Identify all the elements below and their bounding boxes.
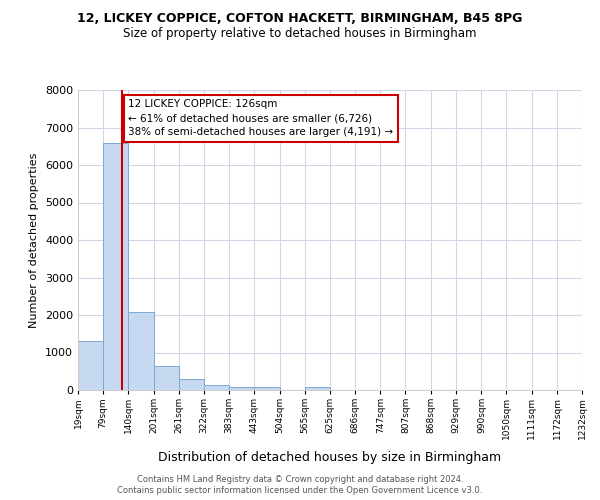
Text: Distribution of detached houses by size in Birmingham: Distribution of detached houses by size … — [158, 451, 502, 464]
Bar — [128, 312, 154, 390]
Bar — [78, 340, 103, 390]
Text: 12 LICKEY COPPICE: 126sqm
← 61% of detached houses are smaller (6,726)
38% of se: 12 LICKEY COPPICE: 126sqm ← 61% of detac… — [128, 100, 394, 138]
Bar — [103, 142, 128, 390]
Bar — [179, 379, 204, 390]
Text: Size of property relative to detached houses in Birmingham: Size of property relative to detached ho… — [123, 28, 477, 40]
Text: 12, LICKEY COPPICE, COFTON HACKETT, BIRMINGHAM, B45 8PG: 12, LICKEY COPPICE, COFTON HACKETT, BIRM… — [77, 12, 523, 26]
Bar — [154, 366, 179, 390]
Bar — [305, 386, 330, 390]
Bar — [254, 387, 280, 390]
Bar — [229, 386, 254, 390]
Y-axis label: Number of detached properties: Number of detached properties — [29, 152, 40, 328]
Bar — [204, 385, 229, 390]
Text: Contains public sector information licensed under the Open Government Licence v3: Contains public sector information licen… — [118, 486, 482, 495]
Text: Contains HM Land Registry data © Crown copyright and database right 2024.: Contains HM Land Registry data © Crown c… — [137, 475, 463, 484]
